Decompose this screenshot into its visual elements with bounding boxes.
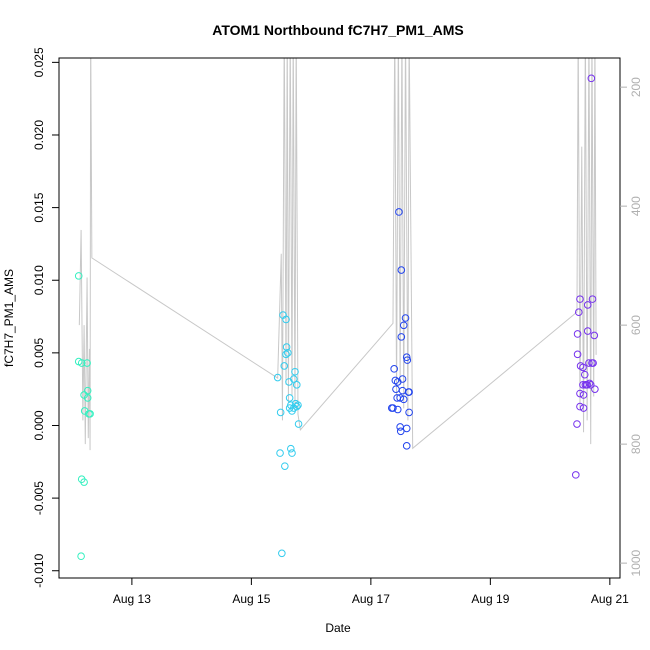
y-tick-label: 0.000 — [32, 410, 46, 440]
point — [291, 367, 299, 376]
point — [402, 442, 411, 450]
point — [583, 327, 592, 335]
series-line — [78, 58, 597, 451]
point — [405, 388, 413, 396]
point — [276, 408, 285, 417]
y-tick-label: 0.025 — [32, 47, 46, 77]
point — [573, 420, 581, 428]
point — [80, 478, 88, 486]
line-layer — [78, 58, 597, 451]
point — [399, 395, 408, 404]
point — [587, 74, 596, 83]
point — [287, 444, 295, 453]
point — [288, 449, 296, 457]
point — [285, 404, 294, 412]
plot-frame — [58, 57, 621, 579]
y2-tick-label: 400 — [629, 196, 643, 216]
point — [276, 449, 284, 457]
point — [398, 375, 407, 383]
point — [585, 379, 594, 388]
point — [583, 301, 592, 309]
point — [588, 295, 597, 303]
point — [292, 381, 301, 389]
point — [576, 402, 584, 411]
point — [285, 394, 294, 402]
y2-tick-label: 200 — [629, 77, 643, 97]
x-tick-label: Aug 19 — [471, 592, 509, 606]
point — [284, 349, 292, 357]
point — [83, 359, 91, 367]
point — [397, 333, 406, 341]
point — [280, 362, 289, 370]
point — [393, 405, 402, 414]
point — [402, 424, 411, 433]
point — [402, 353, 411, 362]
point — [397, 266, 406, 274]
point — [405, 408, 413, 417]
point — [289, 404, 298, 412]
y-tick-label: 0.020 — [32, 120, 46, 150]
y-axis-label: fC7H7_PM1_AMS — [2, 269, 16, 367]
point — [576, 295, 584, 303]
point — [282, 315, 290, 324]
x-tick-label: Aug 17 — [352, 592, 390, 606]
point — [281, 462, 289, 470]
point — [289, 375, 298, 383]
x-tick-label: Aug 15 — [232, 592, 270, 606]
point — [586, 381, 595, 389]
point — [83, 394, 92, 402]
point — [77, 552, 85, 561]
y2-tick-label: 600 — [629, 315, 643, 335]
point — [573, 350, 582, 359]
y2-tick-label: 1000 — [629, 549, 643, 576]
point — [392, 385, 400, 393]
point — [74, 272, 83, 280]
point — [86, 410, 94, 418]
y-tick-label: 0.010 — [32, 265, 46, 295]
y-tick-label: -0.010 — [32, 553, 46, 587]
x-axis-label: Date — [325, 621, 351, 635]
point — [403, 356, 412, 364]
y-tick-label: 0.005 — [32, 338, 46, 368]
point — [573, 330, 582, 338]
x-tick-label: Aug 21 — [591, 592, 629, 606]
point — [576, 389, 584, 398]
y-tick-label: 0.015 — [32, 192, 46, 222]
point — [579, 404, 588, 412]
x-tick-label: Aug 13 — [113, 592, 151, 606]
point — [590, 331, 599, 340]
point — [294, 420, 303, 428]
point — [401, 314, 410, 322]
point-layer — [74, 74, 599, 561]
point — [591, 385, 599, 393]
point — [282, 343, 291, 351]
point — [585, 359, 593, 367]
point — [83, 386, 92, 395]
point — [396, 394, 404, 402]
point — [390, 365, 398, 373]
point — [574, 308, 583, 316]
point — [278, 549, 286, 558]
y-tick-label: -0.005 — [32, 481, 46, 515]
point — [579, 391, 588, 399]
point — [399, 321, 408, 330]
point — [396, 427, 405, 436]
point — [273, 373, 282, 382]
point — [395, 208, 403, 216]
point — [282, 350, 290, 359]
chart-title: ATOM1 Northbound fC7H7_PM1_AMS — [212, 22, 464, 38]
point — [579, 363, 587, 372]
y2-tick-label: 800 — [629, 434, 643, 454]
point — [571, 471, 580, 479]
point — [589, 359, 597, 367]
point — [77, 359, 86, 367]
point — [580, 370, 589, 379]
